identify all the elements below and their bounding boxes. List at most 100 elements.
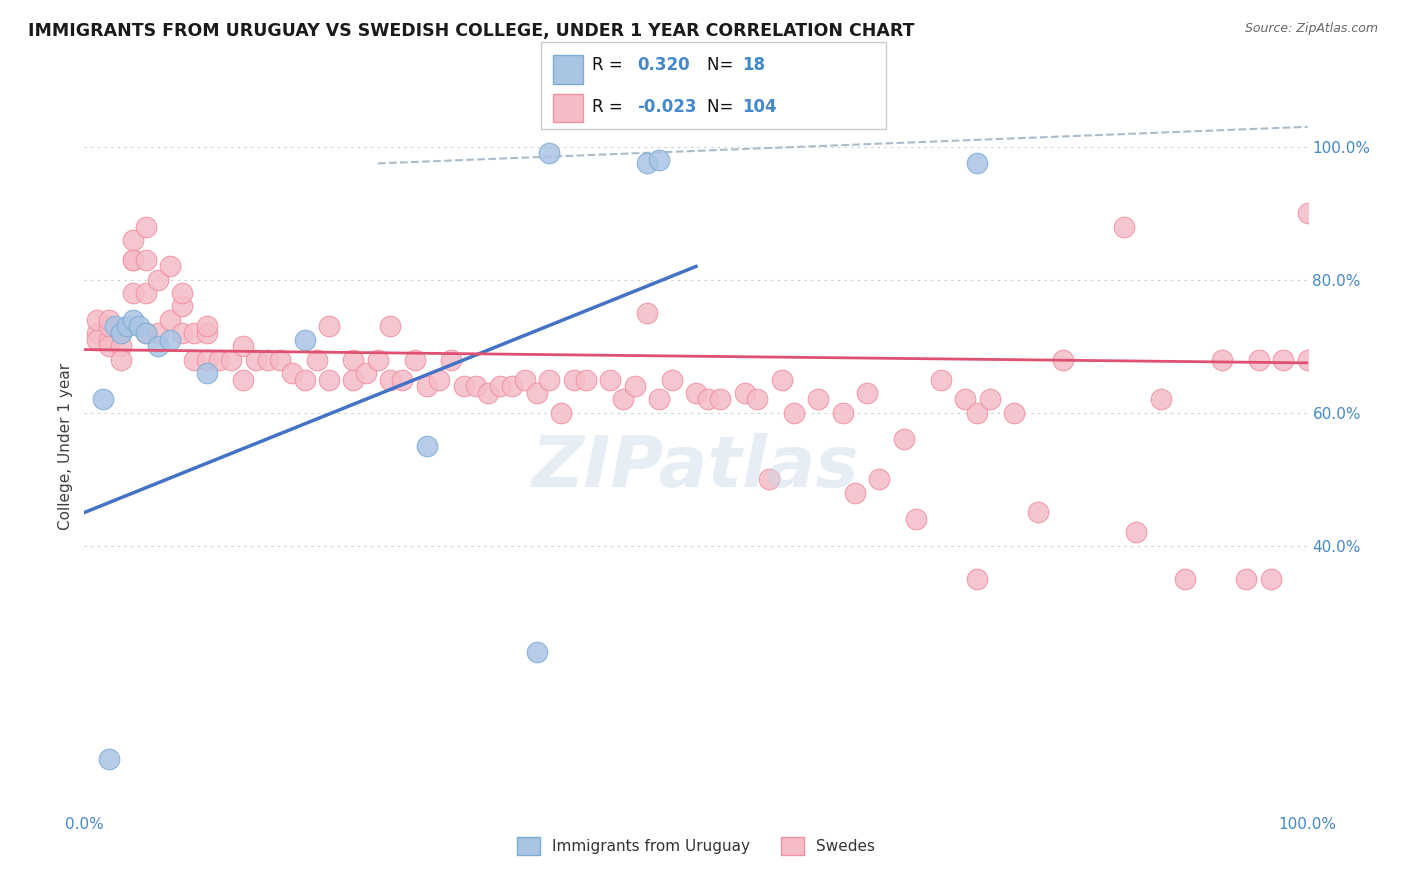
- Point: [697, 392, 720, 407]
- Point: [575, 372, 598, 386]
- Point: [624, 379, 647, 393]
- Point: [110, 326, 132, 340]
- Point: [122, 312, 145, 326]
- Point: [97, 319, 120, 334]
- Point: [758, 472, 780, 486]
- Point: [489, 379, 512, 393]
- Point: [685, 385, 707, 400]
- Text: 104: 104: [742, 97, 778, 116]
- Point: [146, 326, 169, 340]
- Point: [135, 286, 157, 301]
- Point: [380, 319, 402, 334]
- Point: [195, 352, 218, 367]
- Point: [219, 352, 242, 367]
- Point: [86, 312, 108, 326]
- Point: [195, 319, 218, 334]
- Point: [966, 572, 988, 586]
- Point: [245, 352, 267, 367]
- Point: [1272, 352, 1295, 367]
- Point: [477, 385, 499, 400]
- Point: [172, 326, 194, 340]
- Point: [122, 252, 145, 267]
- Point: [135, 219, 157, 234]
- Text: ZIPatlas: ZIPatlas: [533, 434, 859, 502]
- Point: [342, 372, 364, 386]
- Point: [440, 352, 463, 367]
- Point: [97, 339, 120, 353]
- Point: [1150, 392, 1173, 407]
- Point: [135, 252, 157, 267]
- Point: [1114, 219, 1136, 234]
- Point: [172, 299, 194, 313]
- Point: [318, 372, 340, 386]
- Point: [636, 156, 658, 170]
- Point: [612, 392, 634, 407]
- Point: [783, 406, 806, 420]
- Point: [135, 326, 157, 340]
- Point: [1296, 206, 1319, 220]
- Point: [183, 352, 205, 367]
- Point: [1125, 525, 1147, 540]
- Point: [354, 366, 377, 380]
- Point: [1211, 352, 1233, 367]
- Point: [648, 153, 671, 167]
- Point: [1247, 352, 1270, 367]
- Point: [110, 352, 132, 367]
- Point: [86, 333, 108, 347]
- Point: [599, 372, 621, 386]
- Point: [709, 392, 731, 407]
- Text: R =: R =: [592, 97, 628, 116]
- Point: [538, 372, 561, 386]
- Point: [294, 333, 316, 347]
- Point: [281, 366, 304, 380]
- Point: [135, 326, 157, 340]
- Point: [97, 333, 120, 347]
- Point: [538, 146, 561, 161]
- Legend: Immigrants from Uruguay, Swedes: Immigrants from Uruguay, Swedes: [517, 837, 875, 855]
- Point: [294, 372, 316, 386]
- Point: [195, 366, 218, 380]
- Point: [342, 352, 364, 367]
- Point: [893, 433, 915, 447]
- Point: [404, 352, 426, 367]
- Point: [905, 512, 928, 526]
- Point: [464, 379, 486, 393]
- Point: [953, 392, 976, 407]
- Point: [661, 372, 683, 386]
- Point: [269, 352, 291, 367]
- Point: [1236, 572, 1258, 586]
- Point: [97, 312, 120, 326]
- Point: [807, 392, 830, 407]
- Point: [416, 379, 439, 393]
- Point: [208, 352, 231, 367]
- Point: [86, 326, 108, 340]
- Y-axis label: College, Under 1 year: College, Under 1 year: [58, 362, 73, 530]
- Point: [146, 273, 169, 287]
- Point: [636, 306, 658, 320]
- Point: [966, 406, 988, 420]
- Point: [648, 392, 671, 407]
- Point: [91, 392, 114, 407]
- Point: [562, 372, 585, 386]
- Point: [318, 319, 340, 334]
- Point: [526, 385, 548, 400]
- Point: [453, 379, 475, 393]
- Point: [747, 392, 769, 407]
- Point: [1002, 406, 1025, 420]
- Point: [979, 392, 1001, 407]
- Point: [1174, 572, 1197, 586]
- Point: [856, 385, 879, 400]
- Point: [183, 326, 205, 340]
- Point: [526, 645, 548, 659]
- Point: [380, 372, 402, 386]
- Point: [367, 352, 389, 367]
- Point: [128, 319, 150, 334]
- Point: [1296, 352, 1319, 367]
- Point: [550, 406, 572, 420]
- Point: [159, 333, 181, 347]
- Point: [502, 379, 524, 393]
- Point: [734, 385, 756, 400]
- Point: [391, 372, 413, 386]
- Point: [831, 406, 853, 420]
- Point: [1052, 352, 1074, 367]
